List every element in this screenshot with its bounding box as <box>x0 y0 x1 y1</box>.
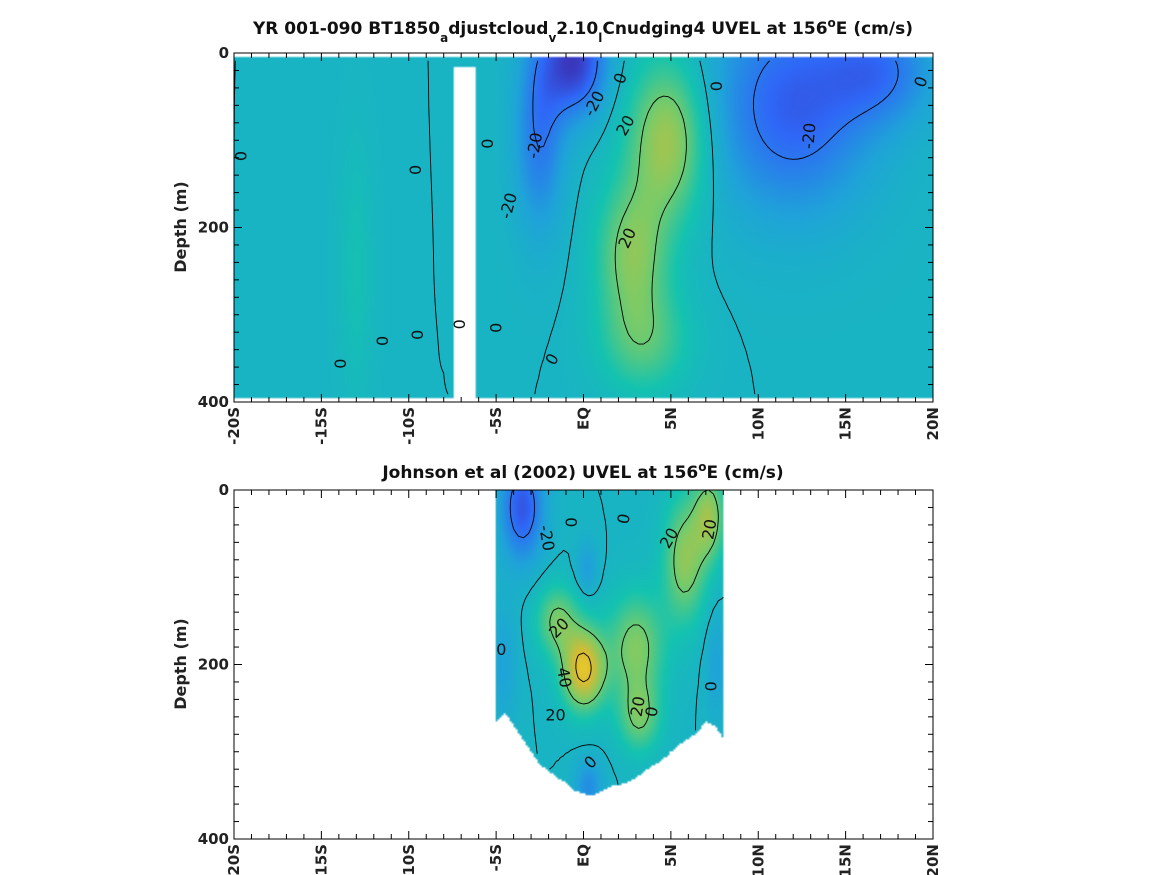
y-tick-label: 400 <box>198 393 229 411</box>
x-tick-label: -20S <box>225 844 243 875</box>
contour-label: 0 <box>496 640 506 659</box>
contour-label: 0 <box>478 139 497 149</box>
y-tick-label: 200 <box>198 219 229 237</box>
contour-label: 0 <box>373 336 392 346</box>
contour-label: 0 <box>232 151 251 161</box>
title-part: E (cm/s) <box>836 19 913 39</box>
title-part: YR 001-090 BT1850 <box>252 19 440 39</box>
x-tick-label: -15S <box>312 407 330 445</box>
x-tick-label: 5N <box>662 407 680 430</box>
x-tick-label: EQ <box>575 844 593 867</box>
y-tick-label: 0 <box>219 481 229 499</box>
contour-label: 0 <box>408 330 427 340</box>
title-part: 2.10 <box>556 19 598 39</box>
x-tick-label: -5S <box>487 844 505 871</box>
title-part: Johnson et al (2002) UVEL at 156 <box>381 463 698 483</box>
y-tick-label: 400 <box>198 830 229 848</box>
y-tick-label: 0 <box>219 44 229 62</box>
contour-label: -20 <box>798 122 819 150</box>
title-part: a <box>440 31 448 45</box>
panel-top: YR 001-090 BT1850adjustcloudv2.10lCnudgi… <box>171 16 942 445</box>
x-tick-label: 20N <box>924 407 942 440</box>
x-tick-label: -20S <box>225 407 243 445</box>
x-tick-label: EQ <box>575 407 593 430</box>
panel-bottom-title: Johnson et al (2002) UVEL at 156oE (cm/s… <box>381 460 783 483</box>
contour-label: 0 <box>331 359 350 369</box>
x-tick-label: -10S <box>400 407 418 445</box>
x-tick-label: -5S <box>487 407 505 434</box>
contour-label: 0 <box>562 517 581 527</box>
panel-bottom: Johnson et al (2002) UVEL at 156oE (cm/s… <box>171 460 942 875</box>
title-part: o <box>698 460 706 474</box>
panel-bottom-field <box>234 490 933 839</box>
x-tick-label: 10N <box>749 844 767 875</box>
contour-line <box>575 652 592 683</box>
x-tick-label: -15S <box>312 844 330 875</box>
contour-label: 20 <box>545 706 565 725</box>
contour-line <box>532 60 899 160</box>
x-tick-label: 20N <box>924 844 942 875</box>
contour-label: 20 <box>627 695 649 718</box>
title-part: Cnudging4 UVEL at 156 <box>602 19 827 39</box>
contour-label: -20 <box>535 523 558 552</box>
x-tick-label: 15N <box>837 407 855 440</box>
panel-top-ticks: -20S -15S -10S -5S EQ 5N 10N 15N 20N 0 200 400 <box>198 44 942 445</box>
x-tick-label: 15N <box>837 844 855 875</box>
contour-label: 0 <box>487 323 506 333</box>
contour-label: -20 <box>523 131 546 160</box>
contour-label: 40 <box>553 666 575 689</box>
title-part: djustcloud <box>448 19 548 39</box>
contour-line <box>520 490 724 785</box>
x-tick-label: 5N <box>662 844 680 867</box>
panel-top-field <box>234 53 933 402</box>
panel-top-ylabel: Depth (m) <box>171 181 190 273</box>
contour-label: 0 <box>707 81 726 91</box>
contour-label: 0 <box>641 705 661 718</box>
panel-top-contours <box>234 60 899 395</box>
contour-label: 20 <box>698 518 720 541</box>
contour-label: 0 <box>450 319 469 329</box>
panel-top-title: YR 001-090 BT1850adjustcloudv2.10lCnudgi… <box>252 16 913 45</box>
y-tick-label: 200 <box>198 656 229 674</box>
title-part: v <box>548 31 556 45</box>
title-part: l <box>598 31 602 45</box>
contour-label: 0 <box>613 512 633 525</box>
contour-line <box>509 490 535 539</box>
x-tick-label: 10N <box>749 407 767 440</box>
contour-line <box>549 490 719 729</box>
panel-bottom-contours <box>509 490 724 785</box>
title-part: E (cm/s) <box>706 463 783 483</box>
contour-label: 0 <box>406 165 425 175</box>
contour-label: 0 <box>702 681 721 691</box>
panel-bottom-ylabel: Depth (m) <box>171 618 190 710</box>
title-part: o <box>828 16 836 30</box>
contour-line <box>614 95 687 345</box>
x-tick-label: -10S <box>400 844 418 875</box>
